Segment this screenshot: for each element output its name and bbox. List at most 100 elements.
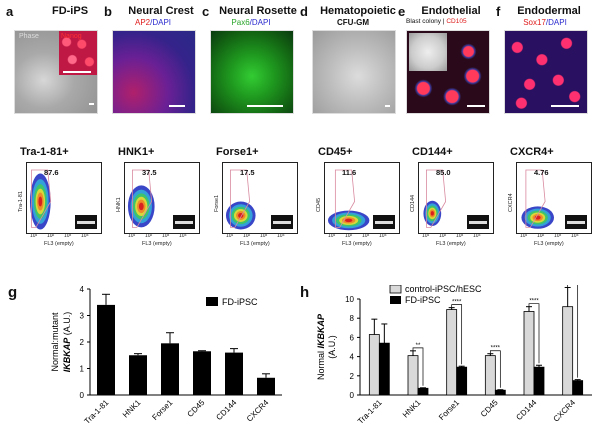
- flow-xtick: 10²: [47, 233, 55, 239]
- gate-percentage-f: 4.76: [534, 168, 549, 177]
- flow-xtick: 10³: [260, 233, 268, 239]
- x-tick-label: CXCR4: [552, 398, 578, 424]
- panel-letter-b: b: [104, 4, 112, 19]
- significance-bracket: [451, 304, 463, 365]
- panel-title-a: FD-iPS: [51, 5, 89, 17]
- scale-bar: [63, 71, 91, 73]
- gel-band: [175, 221, 193, 224]
- flow-yaxis-f: CXCR4: [508, 193, 514, 212]
- facs-gate: [426, 169, 447, 228]
- scale-bar: [467, 105, 485, 107]
- label-nanog: Nanog: [61, 33, 82, 40]
- micrograph-neural-crest: [112, 30, 196, 114]
- y-tick-label: 10: [345, 295, 354, 304]
- facs-gate: [31, 169, 52, 228]
- significance-bracket: [412, 347, 424, 386]
- facs-gate: [525, 169, 546, 228]
- bar: [378, 342, 390, 396]
- bar: [562, 306, 574, 396]
- panel-title-e: Endothelial: [421, 5, 481, 17]
- label-neural-rosette-stain: Pax6/DAPI: [231, 18, 271, 27]
- panel-letter-g: g: [8, 284, 18, 301]
- flow-xtick: 10²: [243, 233, 251, 239]
- bar: [225, 352, 243, 395]
- facs-plot-d: [324, 162, 400, 234]
- flow-xtick: 10⁴: [379, 233, 387, 239]
- density-layer-5: [344, 218, 353, 223]
- bar-chart-g: 0 1 2 3 4 Tra-1-81 HNK1 Forse1 CD45 CD144 CXCR4 FD-…: [50, 285, 282, 426]
- label-endodermal-stain: Sox17/DAPI: [523, 18, 567, 27]
- panel-letter-d: d: [300, 4, 308, 19]
- panel-title-d: Hematopoietic: [320, 5, 396, 17]
- density-layer-5: [138, 202, 144, 211]
- bar: [417, 387, 429, 396]
- y-axis-label: (A.U.): [327, 335, 337, 359]
- flow-xtick: 10¹: [128, 233, 136, 239]
- flow-yaxis-e: CD144: [410, 194, 416, 212]
- gel-band: [77, 221, 95, 224]
- y-tick-label: 0: [350, 391, 355, 400]
- panel-letter-a: a: [6, 4, 14, 19]
- bar: [368, 334, 380, 396]
- legend-swatch: [390, 296, 401, 304]
- flow-xaxis-d: FL3 (empty): [342, 241, 372, 247]
- bar: [484, 355, 496, 396]
- x-tick-label: CD45: [186, 398, 207, 419]
- density-layer-5: [38, 196, 43, 207]
- y-tick-label: 6: [350, 333, 355, 342]
- panel-letter-h: h: [300, 284, 310, 301]
- facs-plot-c: [222, 162, 298, 234]
- flow-xaxis-a: FL3 (empty): [44, 241, 74, 247]
- bar: [257, 377, 275, 395]
- flow-yaxis-a: Tra-1-81: [18, 191, 24, 212]
- micrograph-endothelial: [406, 30, 490, 114]
- gel-band: [469, 221, 487, 224]
- bar: [456, 366, 468, 396]
- significance-stars: ****: [452, 300, 462, 306]
- bar: [193, 351, 211, 395]
- bar: [523, 311, 535, 396]
- scale-bar: [247, 105, 283, 107]
- legend-label: FD-iPSC: [222, 297, 258, 307]
- facs-plot-e: [418, 162, 494, 234]
- significance-bracket: [528, 303, 540, 364]
- flow-xtick: 10⁴: [81, 233, 89, 239]
- density-layer-5: [430, 211, 434, 216]
- flow-xaxis-f: FL3 (empty): [534, 241, 564, 247]
- gel-band: [567, 221, 585, 224]
- label-cfu-gm: CFU-GM: [337, 18, 369, 27]
- flow-xtick: 10³: [456, 233, 464, 239]
- label-phase: Phase: [19, 33, 39, 40]
- facs-gate: [230, 169, 251, 228]
- flow-xtick: 10³: [64, 233, 72, 239]
- flow-title-b: HNK1+: [118, 146, 155, 158]
- flow-xaxis-b: FL3 (empty): [142, 241, 172, 247]
- micrograph-hematopoietic: [312, 30, 396, 114]
- bar: [533, 366, 545, 396]
- bar: [161, 343, 179, 395]
- facs-density-a: [29, 169, 97, 230]
- bar: [572, 380, 584, 396]
- flow-title-e: CD144+: [412, 146, 453, 158]
- panel-title-b: Neural Crest: [128, 5, 194, 17]
- y-tick-label: 0: [80, 391, 85, 400]
- significance-stars: ****: [529, 299, 539, 305]
- facs-density-e: [423, 169, 489, 229]
- flow-xtick: 10⁴: [179, 233, 187, 239]
- y-tick-label: 4: [80, 285, 85, 294]
- y-tick-label: 4: [350, 353, 355, 362]
- flow-xtick: 10³: [362, 233, 370, 239]
- x-tick-label: HNK1: [401, 398, 423, 420]
- flow-xaxis-c: FL3 (empty): [240, 241, 270, 247]
- label-neural-crest-stain: AP2/DAPI: [134, 18, 172, 27]
- flow-title-c: Forse1+: [216, 146, 259, 158]
- flow-xtick: 10¹: [520, 233, 528, 239]
- scale-bar: [385, 105, 390, 107]
- y-tick-label: 8: [350, 314, 355, 323]
- panel-letter-c: c: [202, 4, 210, 19]
- facs-gate: [132, 169, 153, 228]
- x-tick-label: Forse1: [150, 398, 174, 422]
- facs-gate: [334, 169, 356, 228]
- flow-xaxis-e: FL3 (empty): [436, 241, 466, 247]
- flow-xtick: 10¹: [328, 233, 336, 239]
